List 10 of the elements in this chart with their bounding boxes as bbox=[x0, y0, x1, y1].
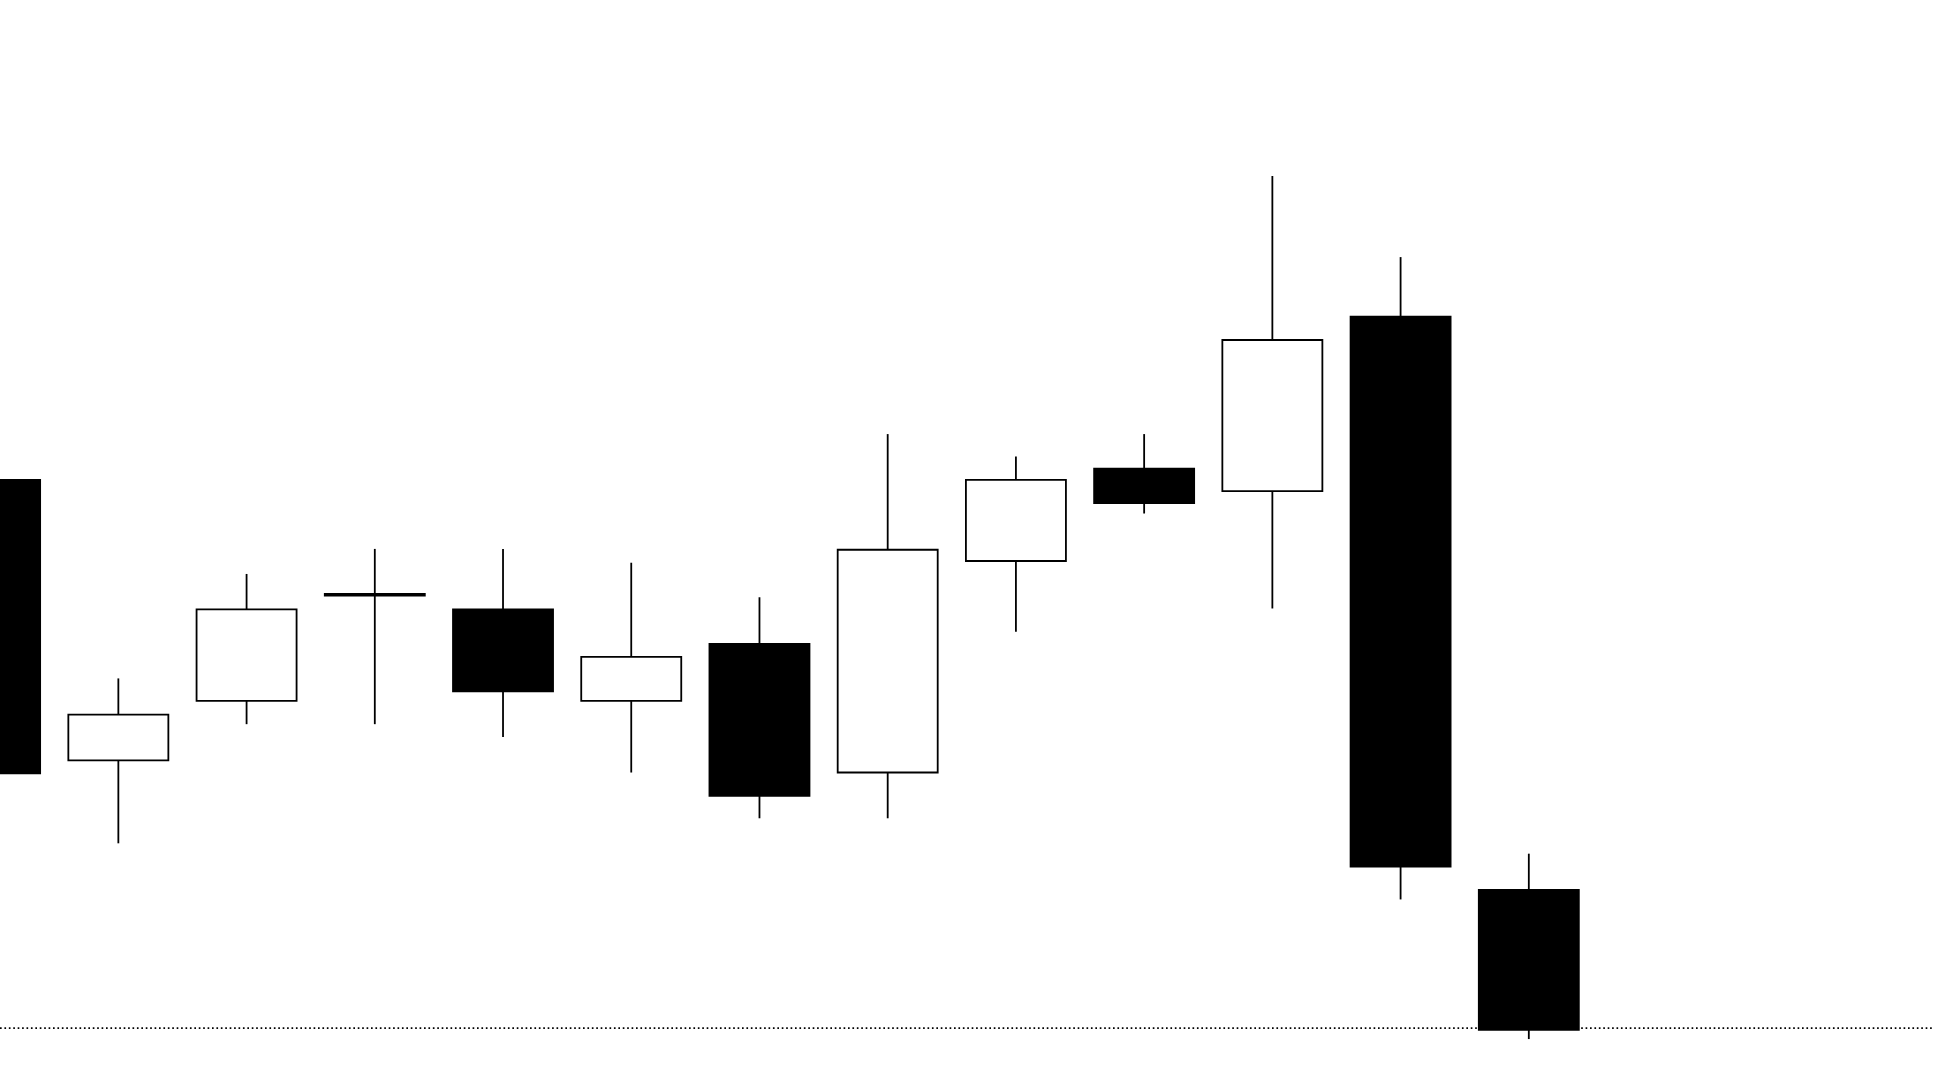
candlestick bbox=[965, 455, 1067, 633]
candlestick bbox=[1221, 175, 1324, 610]
candlestick bbox=[67, 677, 170, 845]
candlestick bbox=[836, 433, 939, 820]
candlestick bbox=[708, 596, 811, 820]
candlestick bbox=[580, 561, 683, 774]
candlestick bbox=[195, 573, 298, 726]
candlestick bbox=[1093, 433, 1196, 515]
candlestick bbox=[1349, 256, 1452, 901]
candlestick bbox=[452, 548, 554, 739]
